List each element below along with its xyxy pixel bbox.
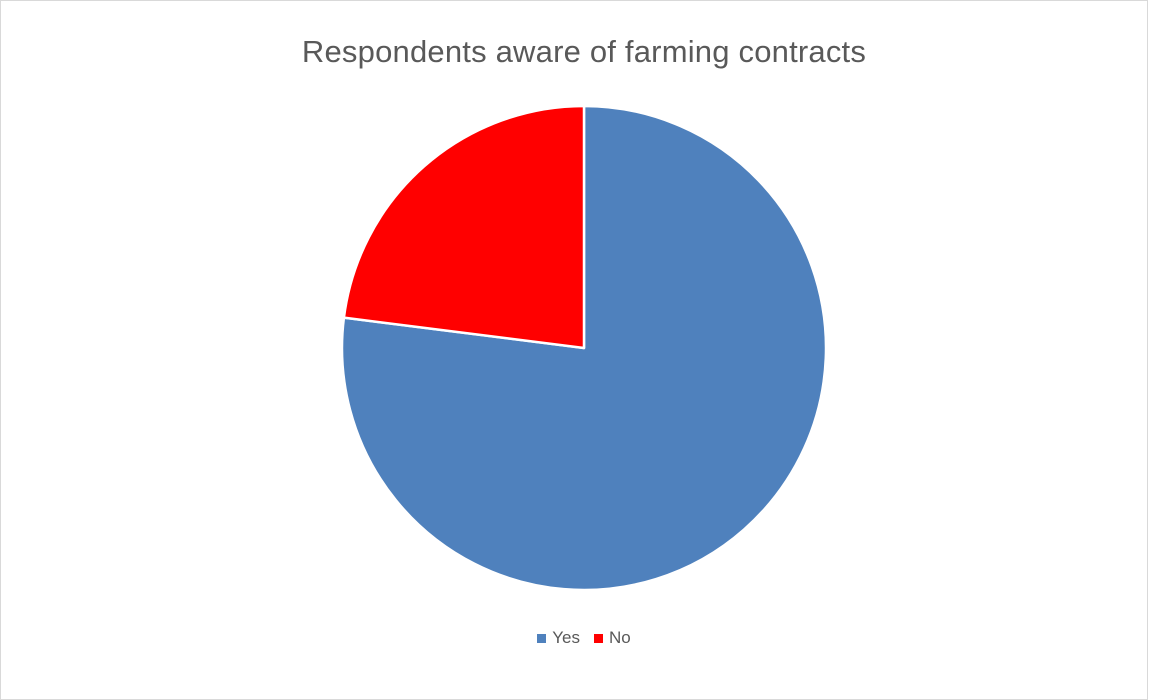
legend-item-yes[interactable]: Yes [537,628,580,648]
legend-item-no[interactable]: No [594,628,631,648]
pie-slice-no[interactable] [342,104,586,350]
legend-label: No [609,628,631,647]
chart-title: Respondents aware of farming contracts [301,34,867,69]
legend-swatch [594,633,603,643]
legend-label: Yes [552,628,580,647]
legend: Yes No [0,628,1150,648]
pie-slices [340,104,828,592]
legend-swatch [537,633,547,643]
pie-chart [340,104,828,592]
